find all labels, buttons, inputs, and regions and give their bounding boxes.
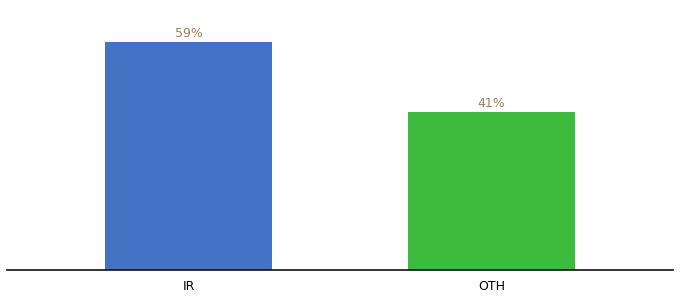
Bar: [408, 112, 575, 270]
Bar: [105, 42, 272, 270]
Text: 59%: 59%: [175, 27, 203, 40]
Text: 41%: 41%: [477, 97, 505, 110]
